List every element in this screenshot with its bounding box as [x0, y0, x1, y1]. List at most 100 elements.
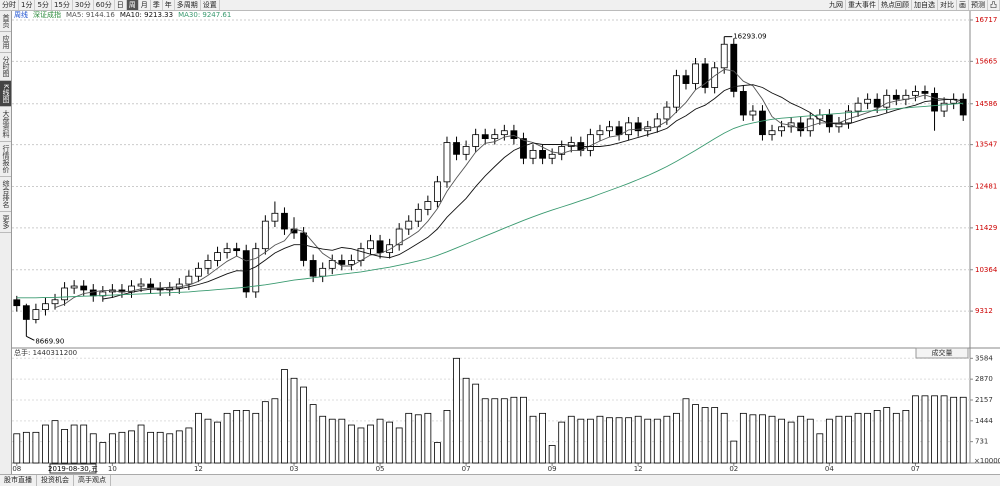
candle-body	[500, 130, 508, 136]
volume-bar	[854, 412, 862, 464]
volume-bar	[902, 410, 910, 464]
bottom-tab[interactable]: 高手观点	[74, 475, 111, 486]
period-tab[interactable]: 设置	[201, 0, 220, 10]
tool-button[interactable]: 预测	[969, 0, 988, 10]
y-tick-label: 731	[975, 438, 988, 446]
volume-bar	[42, 424, 49, 464]
bottom-tab[interactable]: 股市直播	[0, 475, 37, 486]
side-tab[interactable]: 更多	[0, 212, 11, 233]
period-tab[interactable]: 年	[163, 0, 175, 10]
side-tab[interactable]: 应用	[0, 32, 11, 53]
candle-body	[195, 267, 202, 277]
candle-body	[376, 240, 384, 254]
volume-bar	[424, 412, 432, 464]
volume-bar	[835, 415, 843, 464]
tool-button[interactable]: 热点回顾	[879, 0, 912, 10]
candle-body	[137, 283, 145, 287]
volume-bar	[692, 404, 699, 464]
candle-body	[778, 126, 785, 132]
candle-body	[892, 94, 900, 100]
tool-button[interactable]: 九网	[827, 0, 846, 10]
side-tab[interactable]: K线图	[0, 81, 11, 107]
period-tab[interactable]: 多周期	[175, 0, 201, 10]
volume-bar	[51, 420, 59, 464]
period-tab[interactable]: 分时	[0, 0, 19, 10]
candle-body	[386, 244, 394, 254]
volume-bar	[778, 418, 785, 464]
candle-body	[472, 134, 480, 147]
volume-bar	[500, 398, 508, 464]
candle-body	[615, 126, 623, 136]
candle-body	[558, 146, 566, 155]
y-tick-label: 12481	[975, 183, 997, 191]
side-tab[interactable]: 首页	[0, 11, 11, 32]
toolbar: 分时 1分 5分 15分 30分 60分日周月季年多周期 设置 九网 重大事件 热点回顾 加自选 对比…	[0, 0, 1000, 11]
candle-body	[940, 102, 948, 112]
period-tab[interactable]: 周	[126, 0, 139, 10]
period-tab[interactable]: 5分	[35, 0, 52, 10]
volume-bar	[940, 395, 948, 464]
x-tick-label: 10	[108, 465, 117, 473]
period-tab[interactable]: 60分	[94, 0, 115, 10]
y-tick-label: 2870	[975, 375, 993, 383]
volume-bar	[376, 418, 384, 464]
tool-button[interactable]: 画	[957, 0, 969, 10]
indicator-button[interactable]	[915, 347, 969, 359]
candle-body	[80, 285, 88, 291]
volume-bar	[558, 421, 566, 464]
tool-button[interactable]: 重大事件	[846, 0, 879, 10]
tool-button[interactable]: 加自选	[912, 0, 938, 10]
candle-body	[606, 126, 613, 132]
volume-bar	[873, 410, 881, 464]
tool-button[interactable]: 凸	[988, 0, 1000, 10]
candle-body	[529, 149, 537, 159]
candle-body	[22, 305, 30, 320]
candle-body	[520, 138, 527, 159]
period-tab[interactable]: 季	[151, 0, 163, 10]
volume-bar	[653, 418, 661, 464]
crosshair-date: 2019-08-30,五	[48, 465, 98, 473]
x-tick-label: 12	[194, 465, 203, 473]
volume-bar	[682, 398, 690, 464]
volume-bar	[281, 369, 288, 464]
volume-bar	[156, 431, 164, 464]
volume-bar	[319, 415, 327, 464]
side-tab[interactable]: 大盘资料	[0, 107, 11, 142]
bottom-tab[interactable]: 投资机会	[37, 475, 74, 486]
side-tab[interactable]: 分时图	[0, 53, 11, 81]
period-tab[interactable]: 月	[139, 0, 151, 10]
candle-body	[854, 102, 862, 112]
x-tick-label: 05	[376, 465, 385, 473]
volume-bar	[338, 418, 346, 464]
volume-bar	[147, 431, 155, 464]
tool-button[interactable]: 对比	[938, 0, 957, 10]
volume-bar	[453, 357, 460, 464]
candle-body	[739, 91, 747, 116]
volume-bar	[797, 415, 805, 464]
volume-bar	[70, 424, 78, 464]
volume-bar	[195, 412, 202, 464]
x-tick-label: 07	[462, 465, 471, 473]
candle-body	[797, 122, 805, 132]
candle-body	[424, 201, 432, 210]
period-tab[interactable]: 15分	[52, 0, 73, 10]
y-tick-label: 15665	[975, 57, 997, 65]
volume-bar	[739, 412, 747, 464]
period-tab[interactable]: 30分	[73, 0, 94, 10]
period-tab[interactable]: 1分	[19, 0, 36, 10]
candle-body	[70, 285, 78, 289]
candle-body	[539, 149, 546, 159]
volume-bar	[701, 407, 709, 464]
candle-body	[692, 63, 699, 84]
candle-body	[701, 63, 709, 88]
period-tab[interactable]: 日	[115, 0, 127, 10]
candle-body	[720, 43, 728, 69]
side-tab[interactable]: 行情报价	[0, 142, 11, 177]
candle-body	[873, 98, 881, 108]
candle-body	[214, 252, 221, 261]
volume-bar	[845, 415, 852, 464]
side-tab[interactable]: 综合排名	[0, 177, 11, 212]
volume-bar	[328, 418, 336, 464]
candle-body	[864, 98, 872, 104]
volume-bar	[357, 427, 365, 464]
